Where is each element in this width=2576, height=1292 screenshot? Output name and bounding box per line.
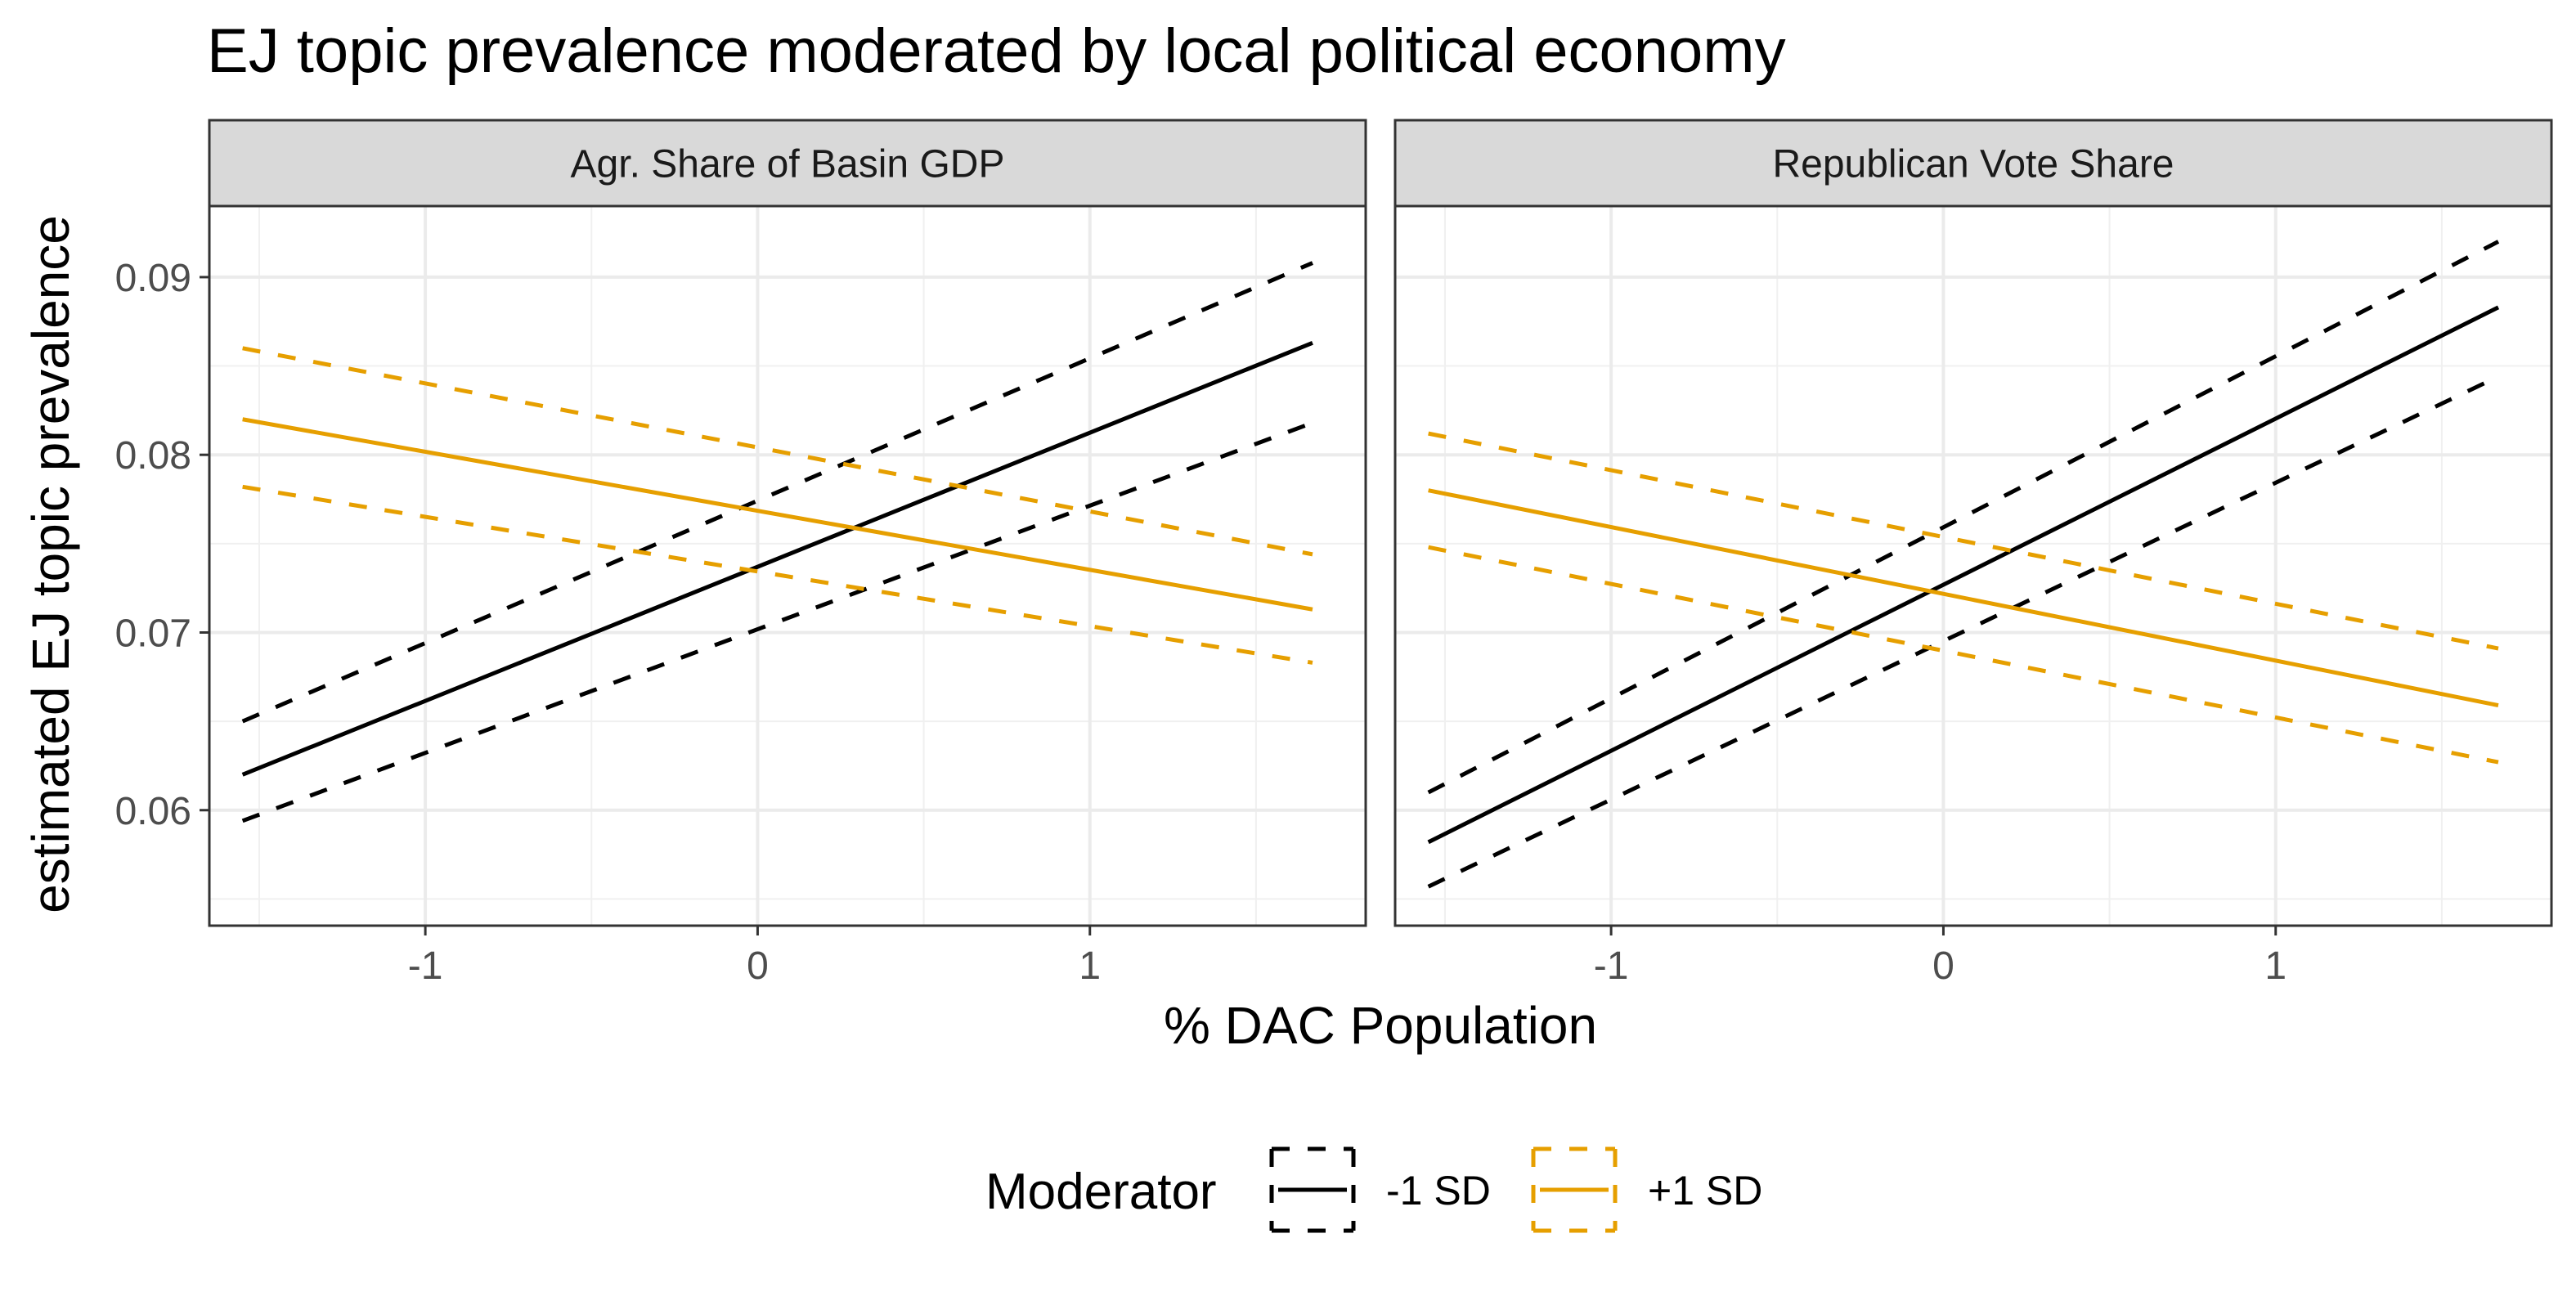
lower-bound-line [241,420,1313,823]
estimate-line [241,340,1313,777]
lower-bound-line [1428,545,2499,765]
series-plus-1sd [242,346,1313,665]
panel-2: Republican Vote Share -1 0 1 [1393,119,2553,988]
upper-bound-line [242,346,1313,557]
plot-background [1395,206,2551,926]
strip-background [1393,119,2553,208]
strip-label: Agr. Share of Basin GDP [571,143,1005,186]
series-plus-1sd [1428,431,2499,765]
legend: Moderator -1 SD +1 SD [985,1146,1762,1233]
legend-label: +1 SD [1648,1168,1762,1213]
x-axis-title: % DAC Population [1164,996,1597,1055]
x-tick-label: 0 [747,944,769,988]
x-tick-label: 0 [1932,944,1954,988]
legend-label: -1 SD [1386,1168,1491,1213]
y-tick-label: 0.06 [115,790,191,833]
panel-border [1393,204,2553,927]
series-minus-1sd [241,261,1313,823]
strip-background [208,119,1367,208]
plot-background [209,206,1366,926]
strip-label: Republican Vote Share [1772,143,2174,186]
legend-key-2: +1 SD [1531,1146,1762,1233]
legend-title: Moderator [985,1164,1217,1220]
x-tick-label: -1 [1594,944,1629,988]
x-tick-label: 1 [1079,944,1101,988]
lower-bound-line [1427,375,2500,889]
x-tick-label: -1 [408,944,443,988]
y-tick-label: 0.09 [115,257,191,300]
y-tick-label: 0.08 [115,434,191,478]
chart-title: EJ topic prevalence moderated by local p… [207,16,1786,86]
upper-bound-line [1428,431,2499,651]
estimate-line [1427,305,2500,845]
y-tick-label: 0.07 [115,612,191,655]
y-axis-title: estimated EJ topic prevalence [21,215,80,913]
upper-bound-line [241,261,1313,724]
series-minus-1sd [1427,240,2500,889]
panels: Agr. Share of Basin GDP -1 0 1 0.06 0.07 0.08 0… [115,119,2553,988]
estimate-line [242,417,1313,612]
panel-1: Agr. Share of Basin GDP -1 0 1 0.06 0.07 0.08 0… [115,119,1367,988]
estimate-line [1428,488,2499,708]
lower-bound-line [242,484,1313,665]
legend-key-1: -1 SD [1269,1146,1491,1233]
x-tick-label: 1 [2264,944,2287,988]
panel-border [208,204,1367,927]
